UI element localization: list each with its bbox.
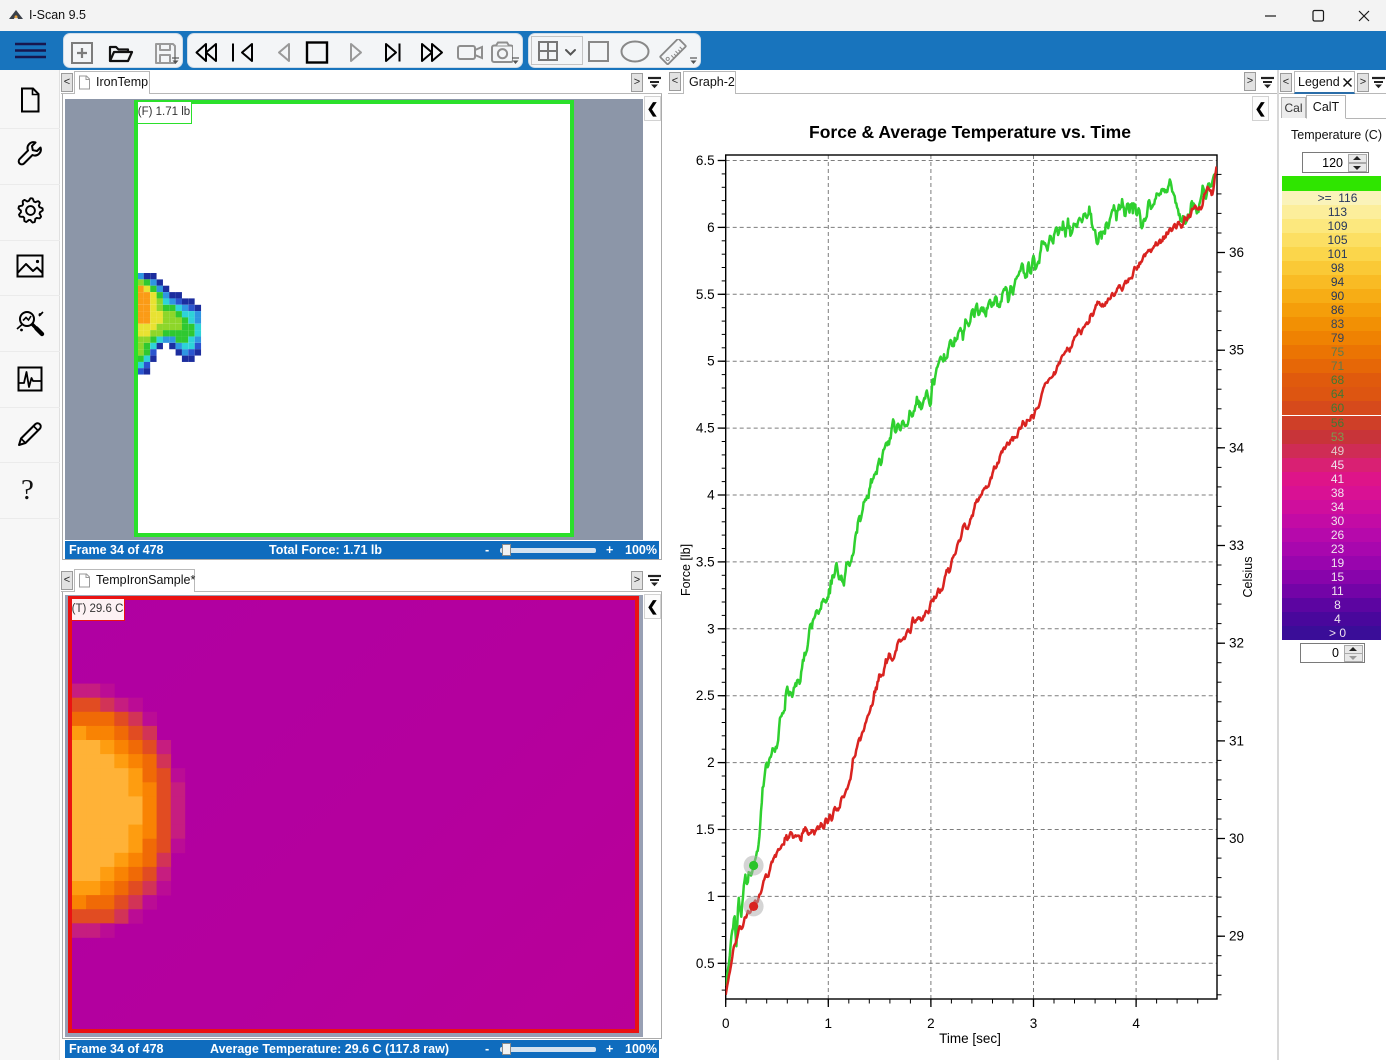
svg-text:2: 2 [707, 755, 715, 770]
svg-text:31: 31 [1229, 733, 1244, 748]
svg-text:32: 32 [1229, 636, 1244, 651]
svg-text:1: 1 [707, 889, 715, 904]
svg-text:2.5: 2.5 [696, 688, 715, 703]
svg-text:0.5: 0.5 [696, 956, 715, 971]
svg-text:29: 29 [1229, 929, 1244, 944]
svg-text:Force & Average Temperature vs: Force & Average Temperature vs. Time [809, 122, 1131, 142]
svg-text:4: 4 [707, 488, 715, 503]
svg-text:Celsius: Celsius [1241, 557, 1255, 598]
svg-text:0: 0 [722, 1016, 730, 1031]
svg-text:34: 34 [1229, 440, 1245, 455]
svg-text:4: 4 [1132, 1016, 1140, 1031]
svg-text:Force [lb]: Force [lb] [679, 544, 693, 596]
svg-text:3: 3 [707, 621, 715, 636]
svg-text:4.5: 4.5 [696, 421, 715, 436]
svg-text:36: 36 [1229, 245, 1244, 260]
svg-text:33: 33 [1229, 538, 1244, 553]
svg-text:3: 3 [1030, 1016, 1038, 1031]
svg-text:35: 35 [1229, 343, 1244, 358]
svg-text:1: 1 [825, 1016, 833, 1031]
svg-text:5: 5 [707, 354, 715, 369]
svg-text:3.5: 3.5 [696, 554, 715, 569]
svg-text:30: 30 [1229, 831, 1244, 846]
svg-text:1.5: 1.5 [696, 822, 715, 837]
svg-text:6: 6 [707, 220, 715, 235]
svg-text:6.5: 6.5 [696, 153, 715, 168]
svg-text:Time [sec]: Time [sec] [939, 1031, 1001, 1046]
svg-text:2: 2 [927, 1016, 935, 1031]
svg-text:5.5: 5.5 [696, 287, 715, 302]
